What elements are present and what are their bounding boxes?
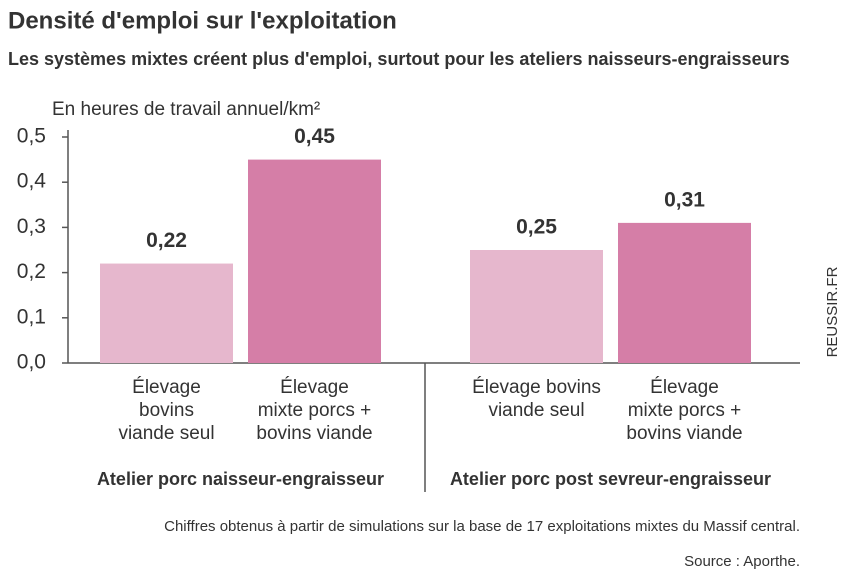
bar-label: bovins viande <box>626 423 742 444</box>
group-label: Atelier porc post sevreur-engraisseur <box>450 469 771 489</box>
chart-title: Densité d'emploi sur l'exploitation <box>8 7 397 34</box>
y-tick-label: 0,2 <box>17 260 46 283</box>
y-tick-label: 0,5 <box>17 125 46 148</box>
bar-label: Élevage <box>650 377 719 398</box>
value-label: 0,22 <box>146 229 187 252</box>
y-tick-label: 0,1 <box>17 305 46 328</box>
source: Source : Aporthe. <box>684 553 800 570</box>
bar <box>100 263 233 363</box>
bar-label: mixte porcs + <box>258 400 372 421</box>
group-label: Atelier porc naisseur-engraisseur <box>97 469 384 489</box>
chart-subtitle: Les systèmes mixtes créent plus d'emploi… <box>8 49 790 69</box>
y-tick-label: 0,0 <box>17 351 46 374</box>
value-label: 0,45 <box>294 125 335 148</box>
bar-label: viande seul <box>488 400 584 421</box>
bar <box>618 222 751 363</box>
y-axis-label: En heures de travail annuel/km² <box>52 99 320 120</box>
bar-label: mixte porcs + <box>628 400 742 421</box>
bar-label: viande seul <box>118 423 214 444</box>
bar-label: Élevage bovins <box>472 377 601 398</box>
y-tick-label: 0,4 <box>17 170 47 193</box>
bar-label: Élevage <box>132 377 201 398</box>
value-label: 0,25 <box>516 216 557 239</box>
watermark: REUSSIR.FR <box>824 266 841 357</box>
bar-label: Élevage <box>280 377 349 398</box>
value-label: 0,31 <box>664 188 705 211</box>
bar-label: bovins <box>139 400 194 421</box>
bar-label: bovins viande <box>256 423 372 444</box>
note: Chiffres obtenus à partir de simulations… <box>164 518 800 535</box>
y-tick-label: 0,3 <box>17 215 46 238</box>
bar <box>470 250 603 363</box>
bar <box>248 159 381 363</box>
